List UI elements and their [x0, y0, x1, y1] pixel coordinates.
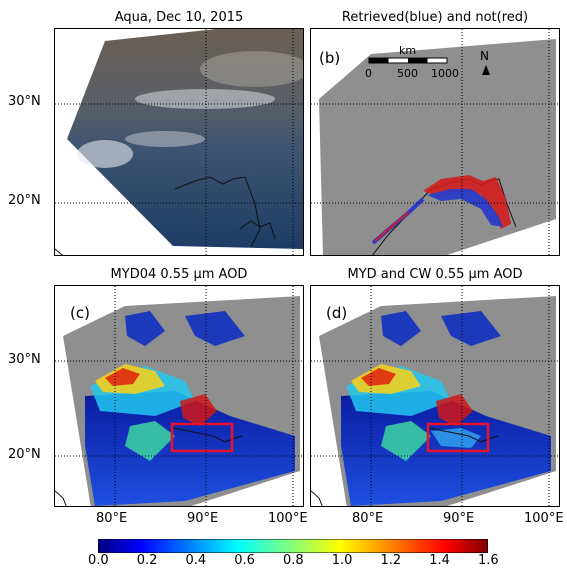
panel-c-title: MYD04 0.55 μm AOD	[110, 267, 248, 282]
panel-c-svg	[55, 286, 303, 506]
aod-field-scatter	[125, 311, 165, 346]
north-arrow-icon	[482, 65, 490, 75]
colorbar-tick-label: 0.4	[185, 553, 207, 568]
panel-c-label: (c)	[70, 304, 90, 322]
panel-b-svg	[311, 29, 559, 255]
colorbar-tick-label: 0.0	[88, 553, 109, 568]
north-label: N	[480, 49, 489, 63]
colorbar-tick-label: 0.8	[283, 553, 304, 568]
panel-a-map: (a)	[54, 28, 304, 256]
lat-label-20n-top: 20°N	[8, 193, 41, 208]
coastline	[428, 427, 500, 443]
panel-a-title: Aqua, Dec 10, 2015	[114, 10, 244, 25]
scalebar-tick-1000: 1000	[431, 67, 459, 80]
not-retrieved-region	[374, 211, 410, 242]
panel-b-title: Retrieved(blue) and not(red)	[341, 10, 529, 25]
aod-field-peak	[361, 368, 396, 386]
panel-c-map: (c)	[54, 285, 304, 507]
panel-d-title: MYD and CW 0.55 μm AOD	[347, 267, 523, 282]
retrieved-region	[427, 189, 503, 227]
aod-field-scatter	[381, 311, 421, 346]
colorbar-gradient	[98, 539, 488, 553]
scalebar-segment	[369, 58, 389, 63]
not-retrieved-region	[423, 175, 511, 229]
aod-field-scatter	[441, 311, 501, 346]
aod-field-high	[180, 394, 217, 426]
lon-label-100e-right: 100°E	[524, 511, 564, 526]
coastline	[172, 427, 244, 443]
aod-field-high	[436, 394, 473, 426]
panel-d-svg	[311, 286, 559, 506]
colorbar-tick-label: 0.6	[234, 553, 255, 568]
cloud-patch	[135, 89, 275, 109]
aod-field-low	[341, 391, 551, 506]
lat-label-20n-bottom: 20°N	[8, 447, 41, 462]
colorbar-tick-label: 0.2	[136, 553, 158, 568]
aod-field-mid	[125, 421, 175, 461]
study-area-box	[426, 422, 490, 453]
lon-label-90e-right: 90°E	[443, 511, 475, 526]
scalebar-tick-0: 0	[365, 67, 372, 80]
panel-a-label: (a)	[70, 49, 91, 67]
aod-field-scatter	[185, 311, 245, 346]
panel-d-map: (d)	[310, 285, 560, 507]
scalebar-segment	[408, 58, 428, 63]
scalebar-unit: km	[399, 44, 417, 57]
aod-field-cw	[431, 428, 481, 448]
panel-b-map: (b) km 0 500 1000 N	[310, 28, 560, 256]
coastline	[311, 490, 323, 506]
colorbar	[98, 539, 488, 553]
cloud-patch	[200, 51, 303, 87]
lat-label-30n-top: 30°N	[8, 94, 41, 109]
coastline	[239, 220, 276, 240]
cloud-patch	[77, 140, 133, 168]
aod-field-low	[85, 391, 295, 506]
colorbar-tick-label: 1.4	[429, 553, 450, 568]
lon-label-80e-left: 80°E	[96, 511, 128, 526]
coastline	[174, 176, 261, 248]
colorbar-tick-label: 1.6	[478, 553, 499, 568]
coastline	[55, 490, 67, 506]
lon-label-90e-left: 90°E	[187, 511, 219, 526]
lon-label-100e-left: 100°E	[268, 511, 308, 526]
panel-b-label: (b)	[319, 49, 341, 67]
colorbar-tick-label: 1.0	[331, 553, 353, 568]
coastline	[55, 248, 64, 255]
aod-field-peak	[105, 368, 140, 386]
cloud-patch	[125, 131, 205, 147]
colorbar-tick-label: 1.2	[380, 553, 402, 568]
scalebar-tick-500: 500	[397, 67, 418, 80]
panel-d-label: (d)	[326, 304, 348, 322]
aod-field-mid	[381, 421, 431, 461]
study-area-box	[170, 422, 234, 453]
lon-label-80e-right: 80°E	[352, 511, 384, 526]
panel-a-svg	[55, 29, 303, 255]
lat-label-30n-bottom: 30°N	[8, 352, 41, 367]
